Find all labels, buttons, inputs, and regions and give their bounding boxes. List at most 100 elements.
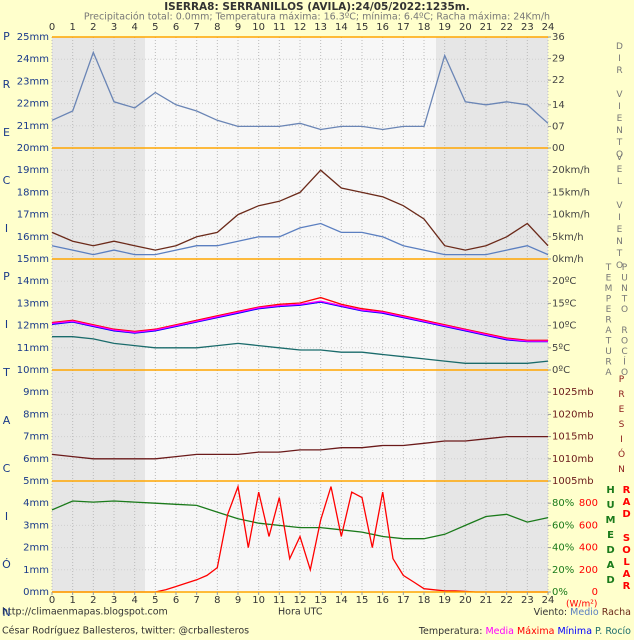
legend: Viento: Medio Racha: [534, 607, 631, 618]
footer-author: César Rodríguez Ballesteros, twitter: @c…: [2, 626, 249, 637]
legend-entry: Racha: [602, 607, 631, 618]
y-tick-label: 10km/h: [552, 210, 590, 221]
y2-tick-label: 600: [579, 520, 598, 531]
y-tick-label: 5mm: [23, 476, 49, 487]
y-tick-label: 5km/h: [552, 232, 584, 243]
x-tick-label: 2: [90, 22, 96, 33]
x-tick-label: 0: [49, 595, 55, 606]
legend-title: Viento:: [534, 607, 568, 618]
x-tick-label: 7: [193, 22, 199, 33]
x-tick-label: 3: [111, 22, 117, 33]
y-tick-label: 0%: [552, 587, 568, 598]
y-tick-label: 1015mb: [552, 432, 594, 443]
y2-tick-label: 400: [579, 543, 598, 554]
lines: [51, 50, 549, 593]
y-tick-label: 11mm: [17, 343, 49, 354]
series-line: [51, 222, 549, 256]
x-tick-label: 13: [314, 22, 327, 33]
x-tick-label: 24: [542, 22, 555, 33]
series-line: [51, 435, 548, 460]
y-tick-label: 29: [552, 54, 565, 65]
x-tick-label: 13: [314, 595, 327, 606]
x-tick-label: 15: [356, 595, 369, 606]
legend-entry: Máxima: [517, 626, 554, 637]
x-tick-label: 19: [438, 22, 451, 33]
y-tick-label: 9mm: [23, 387, 49, 398]
y-tick-label: 80%: [552, 498, 574, 509]
y-tick-label: 20mm: [17, 143, 49, 154]
axis-title: PRESIÓN: [617, 375, 627, 480]
y-tick-label: 6mm: [23, 454, 49, 465]
legend-entry: P. Rocío: [595, 626, 631, 637]
footer-url: http://climaenmapas.blogspot.com: [2, 607, 168, 618]
axis-title: PRECIPITACIÓN: [0, 30, 13, 640]
y2-tick-label: 200: [579, 565, 598, 576]
y2-tick-label: 0: [592, 587, 598, 598]
y-tick-label: 23mm: [17, 76, 49, 87]
legend-entry: Media: [485, 626, 514, 637]
chart-subtitle: Precipitación total: 0.0mm; Temperatura …: [84, 12, 550, 23]
chart-title: ISERRA8: SERRANILLOS (AVILA):24/05/2022:…: [164, 1, 470, 13]
x-tick-label: 19: [438, 595, 451, 606]
y-tick-label: 2mm: [23, 543, 49, 554]
x-tick-label: 21: [480, 22, 493, 33]
y-tick-label: 1025mb: [552, 387, 594, 398]
axis-title: TEMPERATURA: [604, 263, 614, 379]
y-tick-label: 07: [552, 121, 565, 132]
x-tick-label: 22: [500, 22, 513, 33]
y-tick-label: 8mm: [23, 409, 49, 420]
y-tick-label: 36: [552, 32, 565, 43]
x-tick-label: 17: [397, 22, 410, 33]
y-tick-label: 4mm: [23, 498, 49, 509]
y-tick-label: 3mm: [23, 520, 49, 531]
x-tick-label: 16: [376, 22, 389, 33]
x-tick-label: 1: [69, 22, 75, 33]
axis-title: VEL VIENTO: [615, 153, 625, 273]
y-tick-label: 20km/h: [552, 165, 590, 176]
y-tick-label: 5ºC: [552, 343, 570, 354]
axis-title: PUNTO ROCÍO: [620, 263, 630, 379]
y2-unit: (W/m²): [566, 600, 597, 610]
x-tick-label: 14: [335, 22, 348, 33]
y-tick-label: 14: [552, 100, 565, 111]
y-tick-label: 17mm: [17, 210, 49, 221]
x-tick-label: 11: [273, 22, 286, 33]
y-tick-label: 0km/h: [552, 254, 584, 265]
series-line: [51, 169, 549, 251]
x-tick-label: 5: [152, 22, 158, 33]
y-tick-label: 25mm: [17, 32, 49, 43]
x-tick-label: 22: [500, 595, 513, 606]
x-tick-label: 21: [480, 595, 493, 606]
y-tick-label: 18mm: [17, 187, 49, 198]
x-tick-label: 17: [397, 595, 410, 606]
x-tick-label: 8: [214, 595, 220, 606]
x-tick-label: 7: [193, 595, 199, 606]
y2-tick-label: 800: [579, 498, 598, 509]
series-line: [51, 296, 548, 341]
axis-title: HUMEDAD: [605, 485, 616, 590]
y-tick-label: 22: [552, 75, 565, 86]
y-tick-label: 1005mb: [552, 476, 594, 487]
x-tick-label: 3: [111, 595, 117, 606]
y-tick-label: 15ºC: [552, 298, 576, 309]
x-tick-label: 12: [294, 22, 307, 33]
y-tick-label: 10ºC: [552, 321, 576, 332]
legend: Temperatura: Media Máxima Mínima P. Rocí…: [418, 626, 631, 637]
x-tick-label: 4: [131, 22, 137, 33]
x-tick-label: 14: [335, 595, 348, 606]
x-tick-label: 6: [173, 22, 179, 33]
x-tick-label: 2: [90, 595, 96, 606]
x-tick-label: 11: [273, 595, 286, 606]
y-tick-label: 40%: [552, 543, 574, 554]
x-tick-label: 4: [131, 595, 137, 606]
y-tick-label: 19mm: [17, 165, 49, 176]
x-tick-label: 1: [69, 595, 75, 606]
x-tick-label: 20: [459, 595, 472, 606]
x-tick-label: 10: [252, 22, 265, 33]
y-tick-label: 20ºC: [552, 276, 576, 287]
y-tick-label: 22mm: [17, 99, 49, 110]
x-tick-label: 15: [356, 22, 369, 33]
series-line: [51, 500, 549, 540]
x-tick-label: 12: [294, 595, 307, 606]
x-tick-label: 16: [376, 595, 389, 606]
